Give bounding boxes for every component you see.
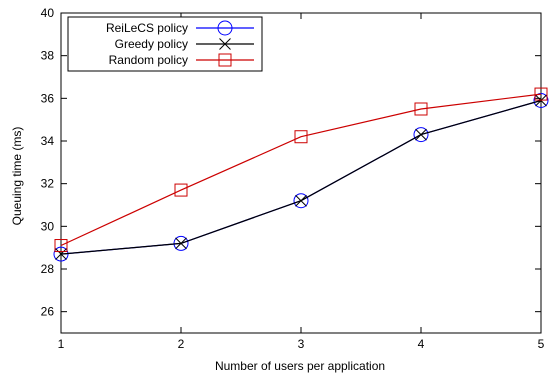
series-reilecs-policy: [53, 92, 549, 262]
data-point-circle: [533, 92, 549, 108]
series-line: [60, 93, 542, 247]
legend-marker-square: [218, 53, 232, 67]
y-tick-label: 40: [41, 6, 55, 20]
x-tick-label: 5: [538, 337, 545, 351]
x-axis-label: Number of users per application: [215, 359, 385, 373]
y-tick-label: 34: [41, 134, 55, 148]
y-tick-label: 38: [41, 49, 55, 63]
data-point-circle: [293, 193, 309, 209]
x-marker-stroke: [295, 194, 307, 207]
series-greedy-policy: [55, 94, 547, 260]
legend-entry: Random policy: [109, 53, 254, 67]
series-line: [60, 99, 542, 255]
data-point-square: [294, 130, 308, 144]
data-point-circle: [413, 127, 429, 143]
x-marker-stroke: [219, 38, 231, 50]
y-tick-label: 28: [41, 262, 55, 276]
y-axis-label: Queuing time (ms): [10, 127, 24, 226]
data-point-x: [55, 248, 67, 260]
y-tick-label: 32: [41, 177, 55, 191]
x-marker-stroke: [175, 237, 187, 250]
x-tick-label: 3: [298, 337, 305, 351]
x-tick-label: 1: [58, 337, 65, 351]
data-point-square: [534, 87, 548, 101]
y-tick-label: 26: [41, 305, 55, 319]
data-point-x: [175, 237, 187, 250]
legend-entry: Greedy policy: [115, 37, 254, 51]
x-tick-label: 2: [178, 337, 185, 351]
x-marker-stroke: [415, 128, 427, 141]
x-tick-label: 4: [418, 337, 425, 351]
x-marker-stroke: [55, 248, 67, 260]
legend-marker-x: [219, 38, 231, 50]
data-point-square: [174, 183, 188, 197]
series-line: [60, 99, 542, 255]
legend-label: Greedy policy: [115, 37, 188, 51]
series-random-policy: [54, 87, 548, 253]
legend-entry: ReiLeCS policy: [106, 20, 254, 36]
data-point-square: [414, 102, 428, 116]
legend-label: ReiLeCS policy: [106, 21, 188, 35]
data-point-circle: [173, 235, 189, 251]
legend-marker-circle: [217, 20, 233, 36]
data-point-x: [415, 128, 427, 141]
y-tick-label: 30: [41, 219, 55, 233]
legend-label: Random policy: [109, 53, 188, 67]
data-point-x: [295, 194, 307, 207]
y-tick-label: 36: [41, 91, 55, 105]
data-point-square: [54, 239, 68, 253]
